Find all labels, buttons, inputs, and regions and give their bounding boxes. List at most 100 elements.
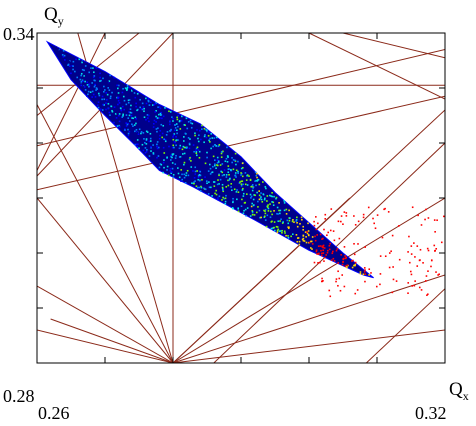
tune-point [67, 63, 70, 66]
tune-point [223, 174, 225, 176]
tune-point [232, 207, 234, 210]
tune-point-outlier [373, 222, 375, 225]
tune-point [149, 140, 152, 142]
tune-point [92, 98, 95, 101]
tune-point [322, 237, 324, 240]
tune-point [122, 95, 125, 98]
tune-point [341, 263, 344, 266]
tune-point [220, 151, 223, 153]
resonance-line [37, 285, 174, 363]
tune-point [183, 146, 186, 149]
tune-point [143, 110, 145, 113]
tune-point [100, 79, 102, 82]
tune-point [264, 208, 267, 211]
tune-point [148, 155, 151, 157]
tune-point [113, 106, 116, 108]
tune-point [155, 121, 157, 123]
tune-point [342, 258, 345, 261]
tune-point [180, 119, 183, 122]
tune-point-outlier [384, 207, 386, 210]
tune-point [346, 266, 348, 269]
tune-point [308, 234, 310, 237]
tune-point [135, 105, 137, 108]
tune-point [198, 174, 201, 176]
tune-point [176, 118, 179, 121]
tune-point [95, 89, 97, 91]
tune-point [359, 271, 362, 273]
tune-point [205, 180, 208, 183]
tune-point [139, 106, 141, 109]
tune-point [242, 187, 244, 190]
tune-point [203, 141, 205, 144]
tune-point-outlier [388, 252, 391, 254]
tune-point [301, 218, 303, 221]
tune-point [275, 197, 277, 200]
tune-point [278, 209, 280, 212]
tune-point [82, 73, 85, 76]
tune-point [227, 165, 230, 167]
tune-point [137, 133, 140, 136]
tune-point [200, 186, 203, 189]
tune-point [162, 115, 165, 118]
tune-point [197, 178, 200, 181]
tune-point [125, 122, 127, 124]
tune-point-outlier [427, 249, 430, 252]
tune-point [225, 194, 227, 197]
tune-point-outlier [344, 257, 347, 260]
tune-point [81, 61, 83, 64]
tune-point [198, 156, 201, 159]
tune-point [273, 221, 276, 223]
tune-point-outlier [329, 229, 332, 232]
tune-point [80, 74, 82, 77]
tune-point [176, 116, 178, 119]
tune-point [302, 225, 305, 228]
tune-point [251, 210, 254, 212]
tune-point-outlier [339, 289, 342, 292]
tune-point [169, 170, 172, 172]
tune-point [129, 108, 132, 110]
tune-point [183, 161, 186, 164]
tune-point-outlier [430, 259, 433, 261]
tune-point [227, 171, 230, 174]
tune-point [152, 122, 155, 125]
tune-point [236, 198, 238, 201]
tune-point [195, 185, 198, 188]
tune-point [177, 125, 179, 128]
tune-point [326, 251, 329, 254]
tune-point [321, 238, 323, 240]
tune-point [136, 139, 139, 141]
tune-point [182, 145, 185, 148]
tune-point-outlier [434, 231, 436, 233]
tune-point-outlier [333, 239, 336, 242]
tune-point [241, 180, 244, 183]
tune-point [200, 124, 202, 127]
tune-point [218, 144, 220, 147]
tune-point [219, 164, 222, 166]
tune-point [263, 215, 266, 218]
tune-point [212, 165, 214, 168]
tune-point [166, 156, 168, 159]
tune-point [322, 249, 324, 252]
tune-point [103, 85, 105, 88]
tune-point [293, 221, 295, 223]
tune-point [215, 189, 217, 192]
tune-point-outlier [326, 234, 328, 237]
tune-point-outlier [362, 216, 365, 219]
tune-point [211, 137, 214, 139]
tune-point [67, 61, 69, 64]
tune-point-outlier [381, 236, 384, 239]
tune-point [144, 141, 146, 144]
tune-point [113, 121, 115, 124]
tune-point [82, 80, 84, 82]
tune-point-outlier [306, 231, 308, 233]
tune-point [344, 255, 346, 257]
tune-point [78, 71, 81, 74]
tune-point [206, 130, 208, 133]
tune-point [198, 134, 200, 137]
tune-point [87, 90, 90, 93]
tune-point [101, 100, 104, 102]
tune-point [232, 200, 234, 203]
tune-point [254, 180, 256, 182]
tune-point [154, 111, 157, 113]
tune-point [172, 176, 175, 179]
